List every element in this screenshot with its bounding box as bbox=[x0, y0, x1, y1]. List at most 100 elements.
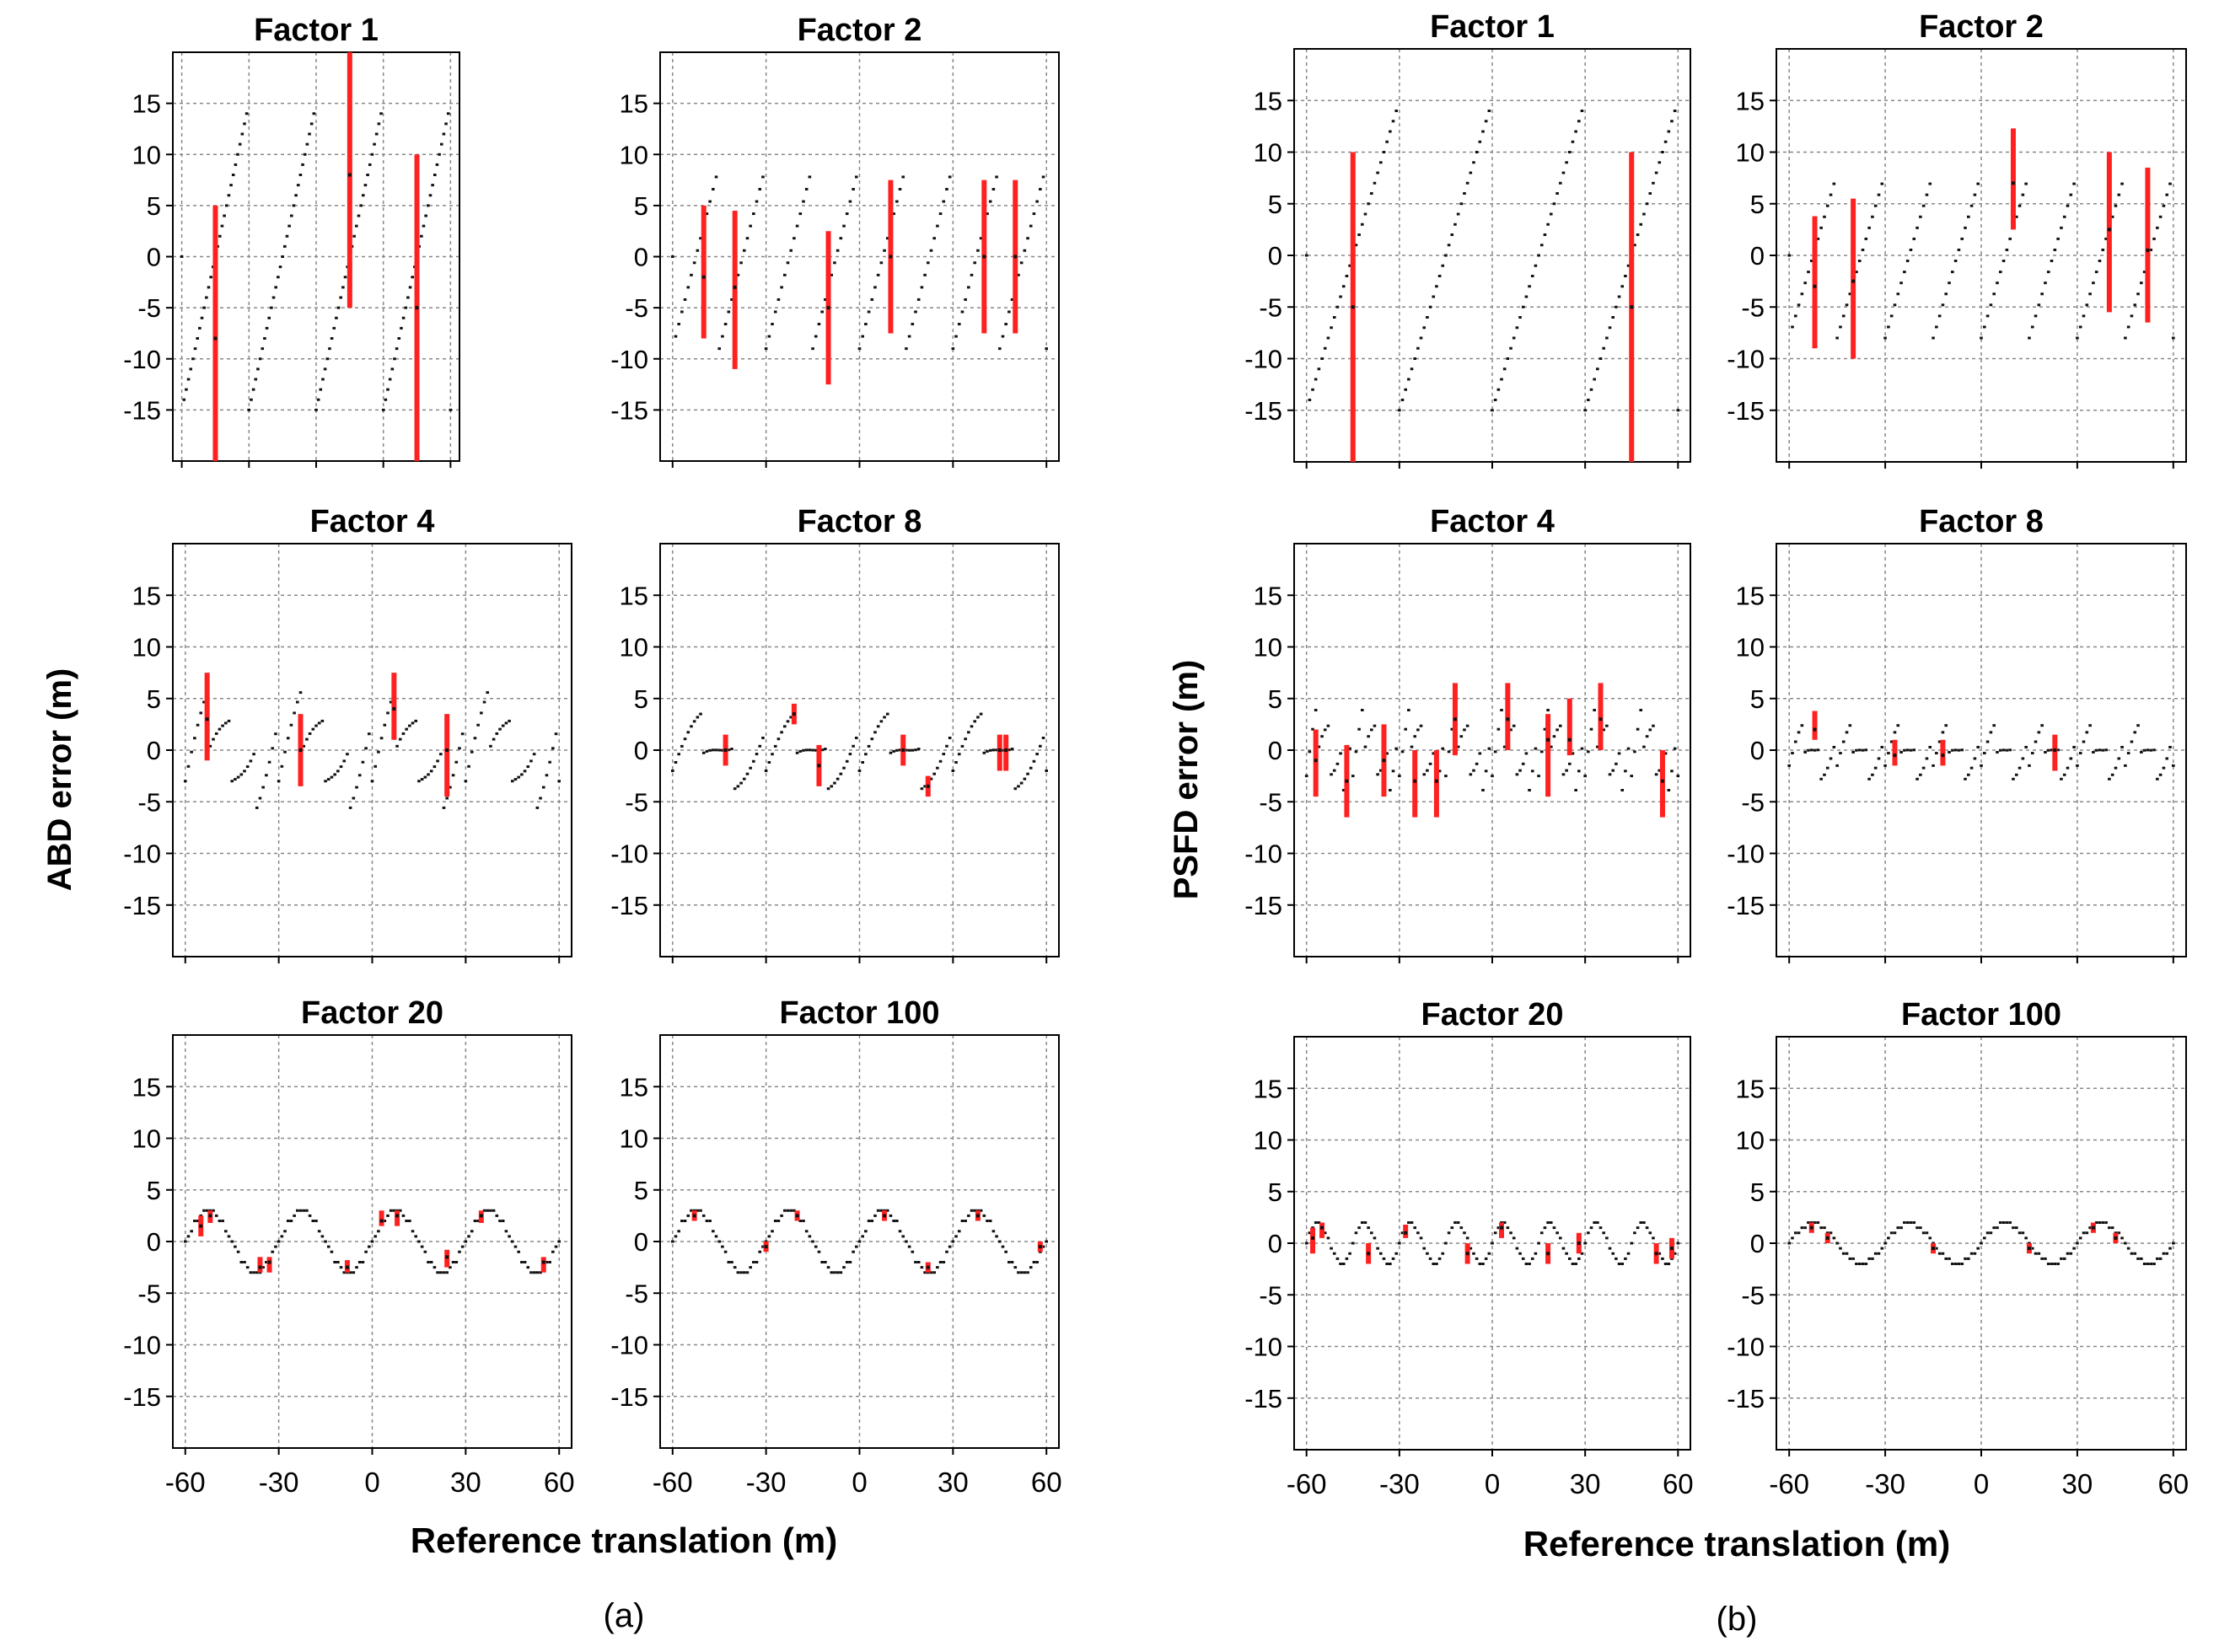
error-bar-center bbox=[764, 1245, 768, 1249]
y-tick-label: -5 bbox=[1741, 292, 1765, 322]
ylabel-group-a: ABD error (m) bbox=[41, 668, 78, 891]
error-bar-center bbox=[541, 1260, 545, 1264]
y-tick-label: -15 bbox=[1727, 396, 1765, 426]
x-tick-label: 0 bbox=[852, 1467, 867, 1498]
chart-title: Factor 8 bbox=[1919, 504, 2044, 539]
y-tick-label: -5 bbox=[137, 293, 161, 323]
y-tick-label: -10 bbox=[610, 839, 648, 869]
error-bar-center bbox=[1660, 779, 1664, 783]
chart-title: Factor 1 bbox=[254, 13, 379, 48]
error-bar-center bbox=[2091, 1226, 2095, 1230]
x-tick-label: 60 bbox=[1663, 1468, 1694, 1499]
error-bar-center bbox=[975, 1214, 980, 1218]
error-bar-center bbox=[1404, 1231, 1408, 1235]
error-bar-center bbox=[792, 712, 796, 716]
y-tick-label: 10 bbox=[1254, 1126, 1282, 1156]
error-bar-center bbox=[1851, 279, 1856, 283]
error-bar-center bbox=[208, 1214, 212, 1218]
error-bar-center bbox=[267, 1260, 271, 1264]
y-tick-label: 15 bbox=[132, 89, 161, 119]
y-tick-label: -5 bbox=[625, 787, 648, 817]
y-tick-label: 10 bbox=[132, 140, 161, 169]
y-tick-label: -10 bbox=[123, 345, 161, 374]
chart-title: Factor 2 bbox=[798, 13, 922, 48]
chart-b-f1: Factor 1 15 10 5 0 -5 -10 -15 bbox=[1244, 9, 1691, 469]
error-bar-center bbox=[395, 1214, 400, 1218]
chart-a-f1: Factor 1 15 10 5 0 -5 -10 -15 bbox=[123, 13, 460, 468]
y-tick-label: -5 bbox=[1741, 787, 1765, 817]
chart-b-f4: Factor 4 15 10 5 0 -5 -10 -15 bbox=[1244, 504, 1691, 963]
y-tick-label: 10 bbox=[132, 633, 161, 662]
error-bar-center bbox=[445, 1255, 449, 1259]
y-tick-label: 0 bbox=[1750, 241, 1765, 271]
error-bar-center bbox=[926, 1265, 930, 1269]
y-tick-label: 10 bbox=[1736, 1126, 1765, 1156]
x-tick-label: 30 bbox=[938, 1467, 969, 1498]
y-tick-label: 5 bbox=[1750, 190, 1765, 219]
error-bar-center bbox=[2107, 228, 2111, 232]
chart-b-f100: Factor 100 15 10 5 0 -5 -10 -15 -60 -30 0 30 60 bbox=[1727, 997, 2189, 1499]
y-tick-label: 5 bbox=[634, 191, 648, 221]
y-tick-label: 0 bbox=[147, 1227, 161, 1257]
chart-a-f20: Factor 20 15 10 5 0 -5 -10 -15 -60 -30 0 30 60 bbox=[123, 995, 574, 1498]
error-bar-center bbox=[1577, 1242, 1581, 1245]
y-tick-label: 0 bbox=[1750, 1229, 1765, 1258]
y-tick-label: 10 bbox=[132, 1124, 161, 1154]
error-bar-center bbox=[213, 336, 218, 341]
y-tick-label: 15 bbox=[1254, 581, 1282, 610]
y-tick-label: 10 bbox=[1736, 138, 1765, 168]
y-tick-label: -15 bbox=[1727, 891, 1765, 920]
error-bar-center bbox=[1311, 1236, 1315, 1240]
x-tick-label: -30 bbox=[746, 1467, 787, 1498]
chart-a-f8: Factor 8 15 10 5 0 -5 -10 -15 bbox=[610, 504, 1060, 963]
y-tick-label: 15 bbox=[1736, 86, 1765, 115]
x-tick-label: 0 bbox=[1485, 1468, 1500, 1499]
error-bar-center bbox=[1004, 748, 1008, 752]
error-bar-center bbox=[392, 707, 396, 711]
error-bar-center bbox=[1314, 759, 1318, 763]
error-bar-center bbox=[379, 1219, 384, 1223]
y-tick-label: 10 bbox=[1254, 138, 1282, 168]
y-tick-label: -10 bbox=[1244, 345, 1282, 374]
error-bar-center bbox=[1813, 284, 1817, 288]
y-tick-label: 5 bbox=[147, 684, 161, 714]
chart-title: Factor 8 bbox=[798, 504, 922, 539]
y-tick-label: -10 bbox=[1727, 839, 1765, 869]
error-bar-center bbox=[1546, 1252, 1550, 1256]
error-bar-center bbox=[795, 1214, 799, 1218]
error-bar-center bbox=[1434, 779, 1438, 783]
error-bar-center bbox=[1465, 1252, 1469, 1256]
error-bar-center bbox=[1546, 738, 1550, 742]
y-tick-label: -10 bbox=[610, 1331, 648, 1360]
y-tick-label: -15 bbox=[1244, 891, 1282, 920]
y-tick-label: 5 bbox=[147, 191, 161, 221]
error-bar-center bbox=[692, 1214, 696, 1218]
y-tick-label: 0 bbox=[1268, 736, 1282, 765]
y-tick-label: 15 bbox=[1736, 581, 1765, 610]
error-bar-center bbox=[2011, 181, 2015, 185]
error-bar-center bbox=[298, 748, 303, 752]
y-tick-label: -5 bbox=[625, 293, 648, 323]
panels: Factor 1 15 10 5 0 -5 -10 -15 Factor 2 15 10 5 0 -5 -1… bbox=[123, 9, 2189, 1499]
error-bar-center bbox=[826, 306, 830, 310]
error-bar-center bbox=[1932, 1247, 1936, 1251]
y-tick-label: -5 bbox=[625, 1279, 648, 1308]
panel-label-b: (b) bbox=[1717, 1601, 1758, 1638]
chart-a-f2: Factor 2 15 10 5 0 -5 -10 -15 bbox=[610, 13, 1060, 468]
y-tick-label: 10 bbox=[620, 633, 648, 662]
error-bar-center bbox=[1453, 717, 1457, 721]
error-bar-center bbox=[205, 717, 209, 721]
error-bar-center bbox=[1598, 717, 1603, 721]
error-bar-center bbox=[2146, 248, 2150, 252]
error-bar-center bbox=[1567, 738, 1572, 742]
y-tick-label: -15 bbox=[123, 891, 161, 920]
y-tick-label: -5 bbox=[137, 1279, 161, 1308]
chart-title: Factor 4 bbox=[1430, 504, 1555, 539]
error-bar-center bbox=[2027, 1247, 2031, 1251]
y-tick-label: -5 bbox=[137, 787, 161, 817]
y-tick-label: -10 bbox=[123, 1331, 161, 1360]
y-tick-label: 0 bbox=[634, 1227, 648, 1257]
chart-a-f4: Factor 4 15 10 5 0 -5 -10 -15 bbox=[123, 504, 572, 963]
x-tick-label: 60 bbox=[544, 1467, 575, 1498]
